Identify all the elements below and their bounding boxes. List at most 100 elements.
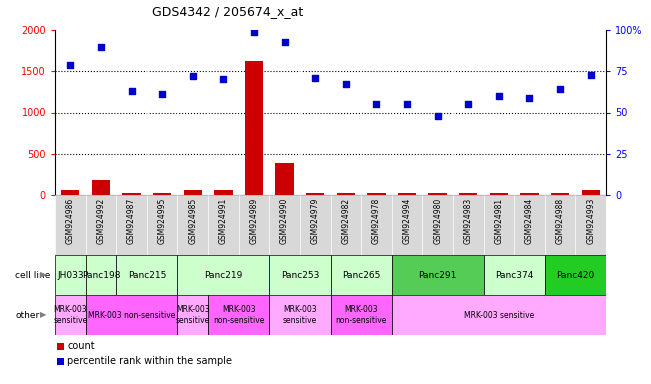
Text: count: count bbox=[67, 341, 94, 351]
Bar bbox=[337, 192, 355, 195]
Bar bbox=[55, 255, 86, 295]
Bar bbox=[428, 194, 447, 195]
Bar bbox=[117, 30, 147, 195]
Text: GSM924995: GSM924995 bbox=[158, 198, 167, 244]
Point bbox=[96, 43, 106, 50]
Bar bbox=[208, 195, 239, 255]
Bar bbox=[239, 30, 270, 195]
Text: GSM924992: GSM924992 bbox=[96, 198, 105, 244]
Bar bbox=[422, 195, 453, 255]
Bar bbox=[61, 190, 79, 195]
Text: GSM924985: GSM924985 bbox=[188, 198, 197, 244]
Bar bbox=[514, 30, 545, 195]
Point bbox=[157, 91, 167, 98]
Bar bbox=[147, 195, 178, 255]
Bar bbox=[331, 30, 361, 195]
Bar bbox=[551, 192, 569, 195]
Bar bbox=[459, 193, 477, 195]
Text: MRK-003
non-sensitive: MRK-003 non-sensitive bbox=[213, 305, 264, 325]
Point bbox=[279, 38, 290, 45]
Text: GSM924984: GSM924984 bbox=[525, 198, 534, 244]
Bar bbox=[453, 195, 484, 255]
Text: GSM924987: GSM924987 bbox=[127, 198, 136, 244]
Point bbox=[402, 101, 412, 107]
Bar bbox=[153, 193, 171, 195]
Bar bbox=[86, 195, 117, 255]
Text: GSM924994: GSM924994 bbox=[402, 198, 411, 244]
Text: GSM924978: GSM924978 bbox=[372, 198, 381, 244]
Bar bbox=[490, 193, 508, 195]
Bar bbox=[422, 30, 453, 195]
Bar bbox=[57, 343, 64, 350]
Bar bbox=[484, 255, 545, 295]
Bar bbox=[392, 255, 484, 295]
Bar bbox=[520, 193, 538, 195]
Point bbox=[187, 73, 198, 79]
Bar bbox=[361, 195, 392, 255]
Bar bbox=[270, 295, 331, 335]
Bar bbox=[545, 195, 575, 255]
Bar bbox=[245, 61, 263, 195]
Bar bbox=[178, 255, 270, 295]
Text: JH033: JH033 bbox=[57, 270, 83, 280]
Bar bbox=[208, 30, 239, 195]
Point bbox=[249, 28, 259, 35]
Text: MRK-003 non-sensitive: MRK-003 non-sensitive bbox=[88, 311, 175, 319]
Text: GSM924989: GSM924989 bbox=[249, 198, 258, 244]
Point bbox=[65, 61, 76, 68]
Point bbox=[493, 93, 504, 99]
Bar bbox=[86, 30, 117, 195]
Text: MRK-003
non-sensitive: MRK-003 non-sensitive bbox=[335, 305, 387, 325]
Bar bbox=[300, 30, 331, 195]
Bar bbox=[331, 195, 361, 255]
Text: GSM924980: GSM924980 bbox=[433, 198, 442, 244]
Text: Panc219: Panc219 bbox=[204, 270, 243, 280]
Bar bbox=[575, 195, 606, 255]
Text: ▶: ▶ bbox=[40, 311, 46, 319]
Bar bbox=[392, 195, 422, 255]
Text: GSM924988: GSM924988 bbox=[555, 198, 564, 244]
Bar bbox=[270, 195, 300, 255]
Bar bbox=[86, 295, 178, 335]
Bar bbox=[392, 295, 606, 335]
Bar bbox=[270, 255, 331, 295]
Point bbox=[126, 88, 137, 94]
Text: Panc253: Panc253 bbox=[281, 270, 319, 280]
Bar bbox=[57, 358, 64, 365]
Point bbox=[310, 75, 320, 81]
Bar bbox=[178, 195, 208, 255]
Point bbox=[371, 101, 381, 107]
Text: GSM924983: GSM924983 bbox=[464, 198, 473, 244]
Text: cell line: cell line bbox=[15, 270, 50, 280]
Text: GSM924979: GSM924979 bbox=[311, 198, 320, 244]
Bar bbox=[117, 255, 178, 295]
Text: GSM924993: GSM924993 bbox=[586, 198, 595, 244]
Point bbox=[585, 71, 596, 78]
Bar bbox=[484, 195, 514, 255]
Bar bbox=[117, 195, 147, 255]
Text: GDS4342 / 205674_x_at: GDS4342 / 205674_x_at bbox=[152, 5, 303, 18]
Bar bbox=[581, 190, 600, 195]
Bar bbox=[575, 30, 606, 195]
Text: MRK-003
sensitive: MRK-003 sensitive bbox=[176, 305, 210, 325]
Text: MRK-003
sensitive: MRK-003 sensitive bbox=[283, 305, 317, 325]
Bar bbox=[392, 30, 422, 195]
Text: MRK-003 sensitive: MRK-003 sensitive bbox=[464, 311, 534, 319]
Bar bbox=[122, 194, 141, 195]
Point bbox=[340, 81, 351, 88]
Text: Panc198: Panc198 bbox=[81, 270, 120, 280]
Bar bbox=[147, 30, 178, 195]
Bar bbox=[545, 30, 575, 195]
Bar bbox=[270, 30, 300, 195]
Text: other: other bbox=[15, 311, 39, 319]
Bar bbox=[306, 192, 324, 195]
Text: Panc420: Panc420 bbox=[556, 270, 594, 280]
Text: GSM924982: GSM924982 bbox=[341, 198, 350, 244]
Bar bbox=[398, 193, 416, 195]
Text: Panc291: Panc291 bbox=[419, 270, 457, 280]
Bar bbox=[484, 30, 514, 195]
Bar bbox=[178, 295, 208, 335]
Point bbox=[524, 94, 534, 101]
Bar bbox=[178, 30, 208, 195]
Bar bbox=[331, 255, 392, 295]
